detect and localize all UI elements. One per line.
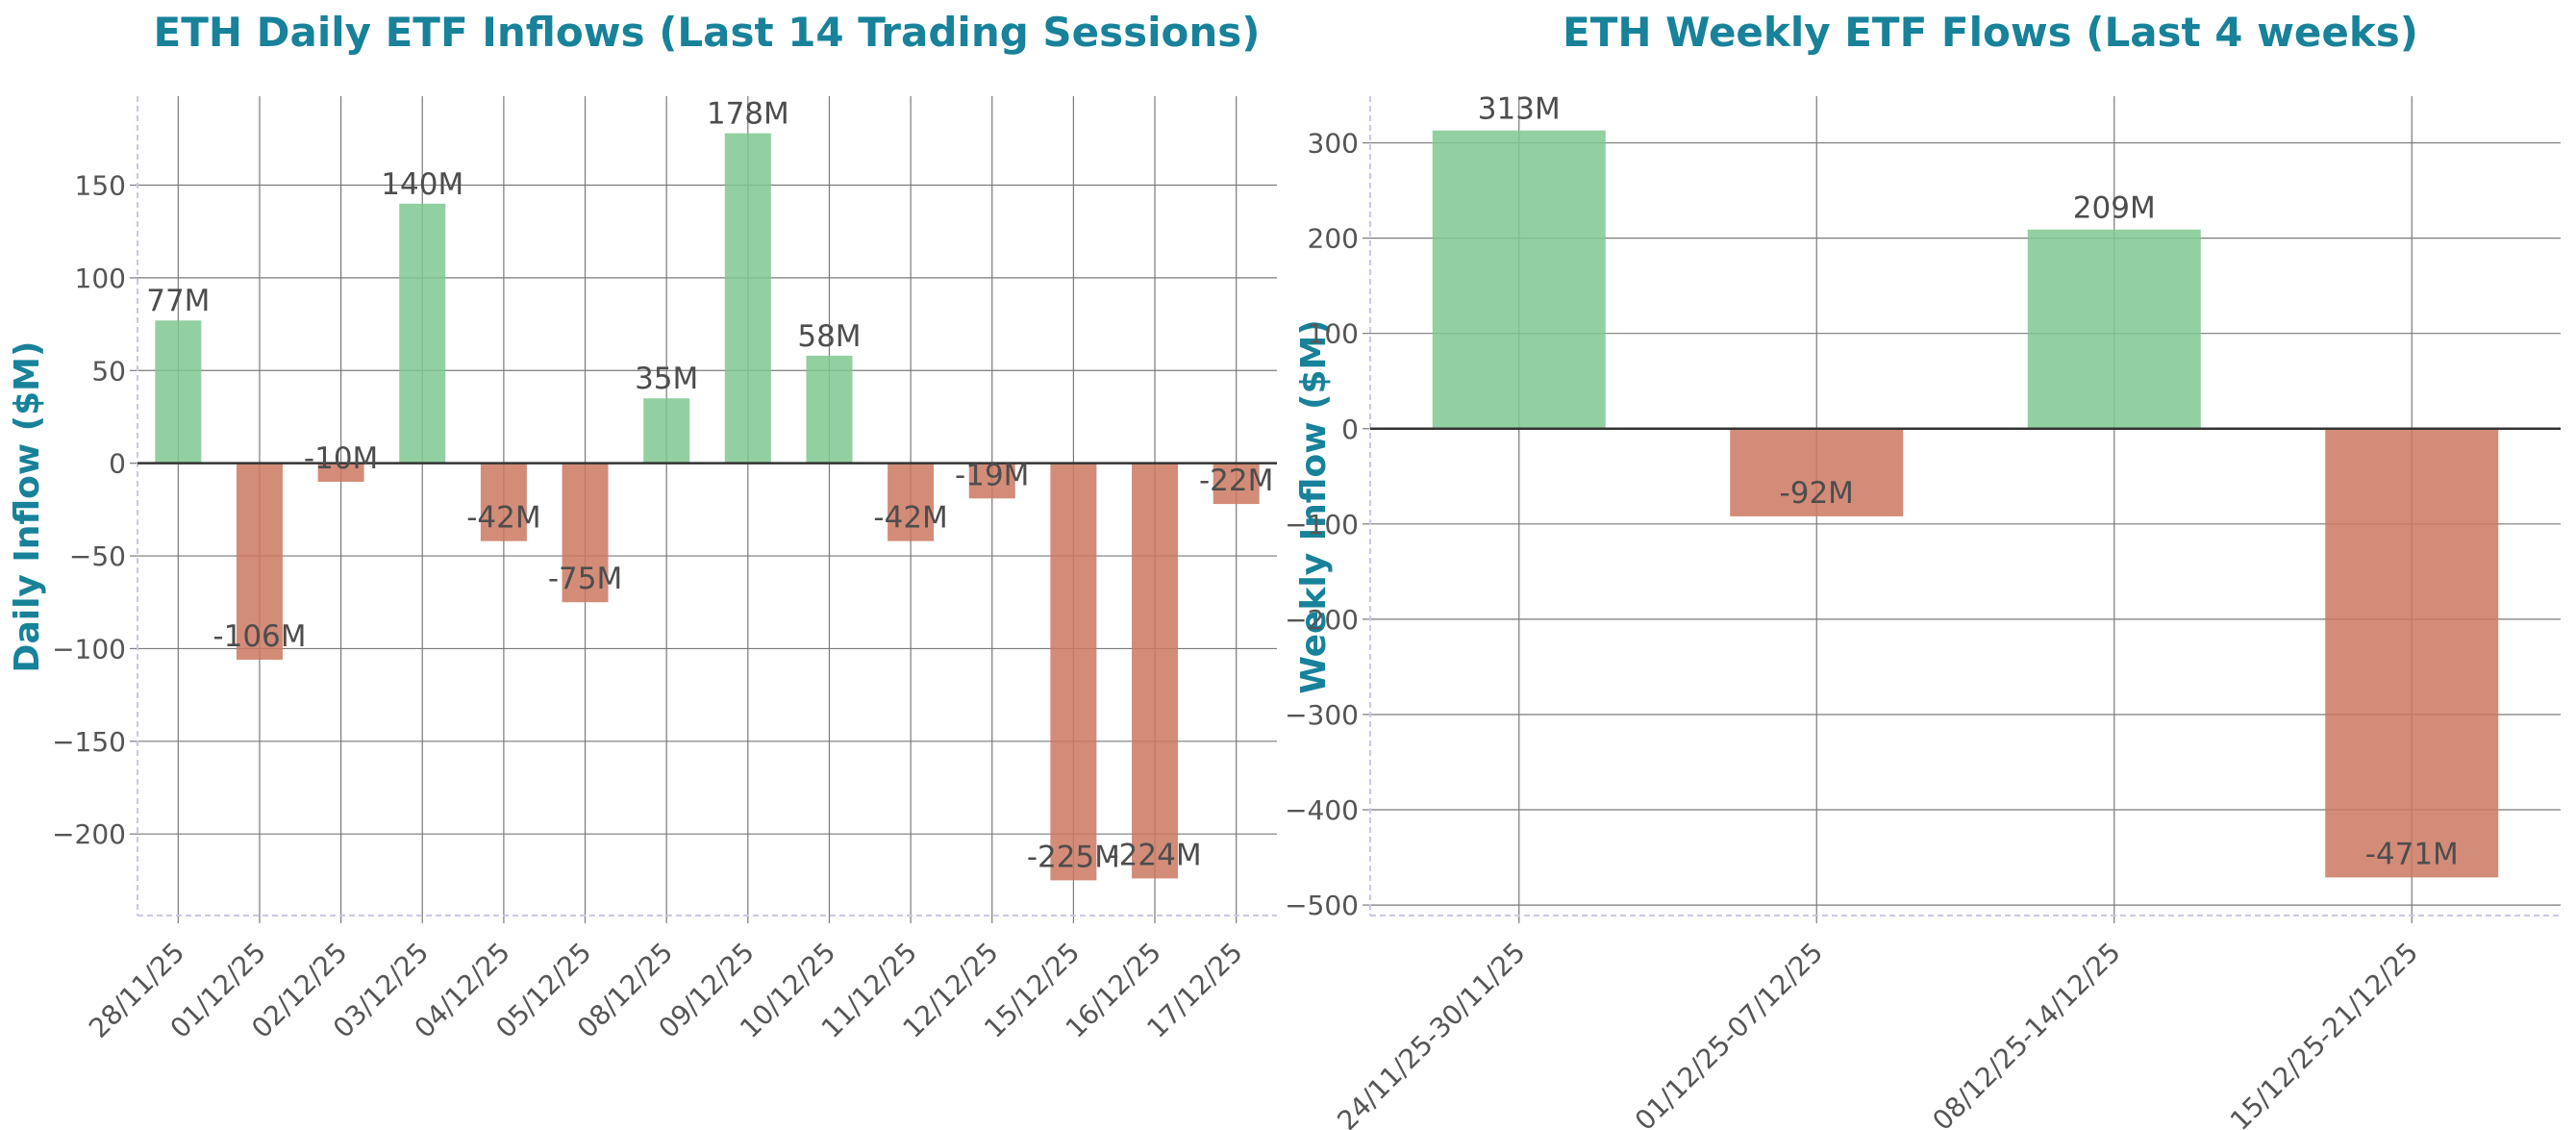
bar-09/12/25 <box>724 133 771 464</box>
y-tick-label: 200 <box>1308 223 1359 255</box>
bar-16/12/25 <box>1132 463 1179 879</box>
bar-15/12/25 <box>1050 463 1097 881</box>
bar-10/12/25 <box>806 355 853 464</box>
data-label: 313M <box>1478 92 1561 127</box>
x-tick-label: 01/12/25-07/12/25 <box>1629 937 1829 1130</box>
data-label: -19M <box>955 458 1029 492</box>
bar-08/12/25 <box>643 398 690 464</box>
bar-03/12/25 <box>399 203 446 464</box>
data-label: 35M <box>635 362 698 396</box>
y-tick-label: 100 <box>75 263 126 294</box>
daily-chart-title: ETH Daily ETF Inflows (Last 14 Trading S… <box>154 9 1261 56</box>
y-tick-label: −200 <box>1285 604 1359 636</box>
y-tick-label: −500 <box>1285 890 1359 921</box>
y-tick-label: −100 <box>52 633 126 665</box>
data-label: -225M <box>1027 840 1120 874</box>
data-label: -75M <box>548 562 622 596</box>
data-label: -224M <box>1108 838 1201 872</box>
data-label: 178M <box>707 97 789 132</box>
y-tick-label: 50 <box>91 355 126 387</box>
x-tick-label: 24/11/25-30/11/25 <box>1331 937 1531 1130</box>
bar-01/12/25 <box>236 463 283 660</box>
grid-lines <box>130 96 1277 923</box>
data-label: -92M <box>1780 476 1854 511</box>
bar-17/12/25 <box>1213 463 1260 505</box>
data-label: -471M <box>2365 837 2459 871</box>
data-label: 77M <box>146 284 210 318</box>
y-tick-label: −50 <box>69 540 126 572</box>
daily-inflows-chart: ETH Daily ETF Inflows (Last 14 Trading S… <box>8 9 1277 1044</box>
bar-05/12/25 <box>562 463 609 603</box>
bar-28/11/25 <box>155 320 202 464</box>
y-tick-label: −300 <box>1285 699 1359 731</box>
daily-y-axis-label: Daily Inflow ($M) <box>8 341 47 673</box>
weekly-y-axis-label: Weekly Inflow ($M) <box>1294 319 1334 694</box>
bar-08/12/25-14/12/25 <box>2027 229 2201 429</box>
weekly-chart-title: ETH Weekly ETF Flows (Last 4 weeks) <box>1563 9 2418 56</box>
bar-02/12/25 <box>317 463 364 482</box>
bar-04/12/25 <box>480 463 527 541</box>
y-tick-label: −200 <box>52 818 126 850</box>
bar-24/11/25-30/11/25 <box>1432 130 1606 429</box>
data-label: -22M <box>1199 464 1273 498</box>
data-label: -106M <box>213 619 306 654</box>
data-label: 209M <box>2073 191 2156 226</box>
data-label: -42M <box>873 501 947 536</box>
y-tick-label: 0 <box>1341 414 1359 445</box>
bar-15/12/25-21/12/25 <box>2325 428 2499 878</box>
x-tick-label: 08/12/25-14/12/25 <box>1926 937 2126 1130</box>
weekly-flows-chart: ETH Weekly ETF Flows (Last 4 weeks) Week… <box>1285 9 2561 1130</box>
y-tick-label: −150 <box>52 726 126 758</box>
y-tick-label: −100 <box>1285 509 1359 540</box>
y-tick-label: 0 <box>109 448 126 480</box>
bar-11/12/25 <box>888 463 935 541</box>
y-tick-label: 100 <box>1308 318 1359 350</box>
data-label: 58M <box>797 319 861 354</box>
data-label: -10M <box>304 441 378 476</box>
y-tick-label: 150 <box>75 170 126 202</box>
data-label: 140M <box>381 167 463 202</box>
bar-01/12/25-07/12/25 <box>1730 428 1904 516</box>
y-tick-label: −400 <box>1285 794 1359 826</box>
x-tick-label: 15/12/25-21/12/25 <box>2224 937 2424 1130</box>
bar-12/12/25 <box>968 463 1015 499</box>
y-tick-label: 300 <box>1308 128 1359 160</box>
data-label: -42M <box>466 501 540 536</box>
